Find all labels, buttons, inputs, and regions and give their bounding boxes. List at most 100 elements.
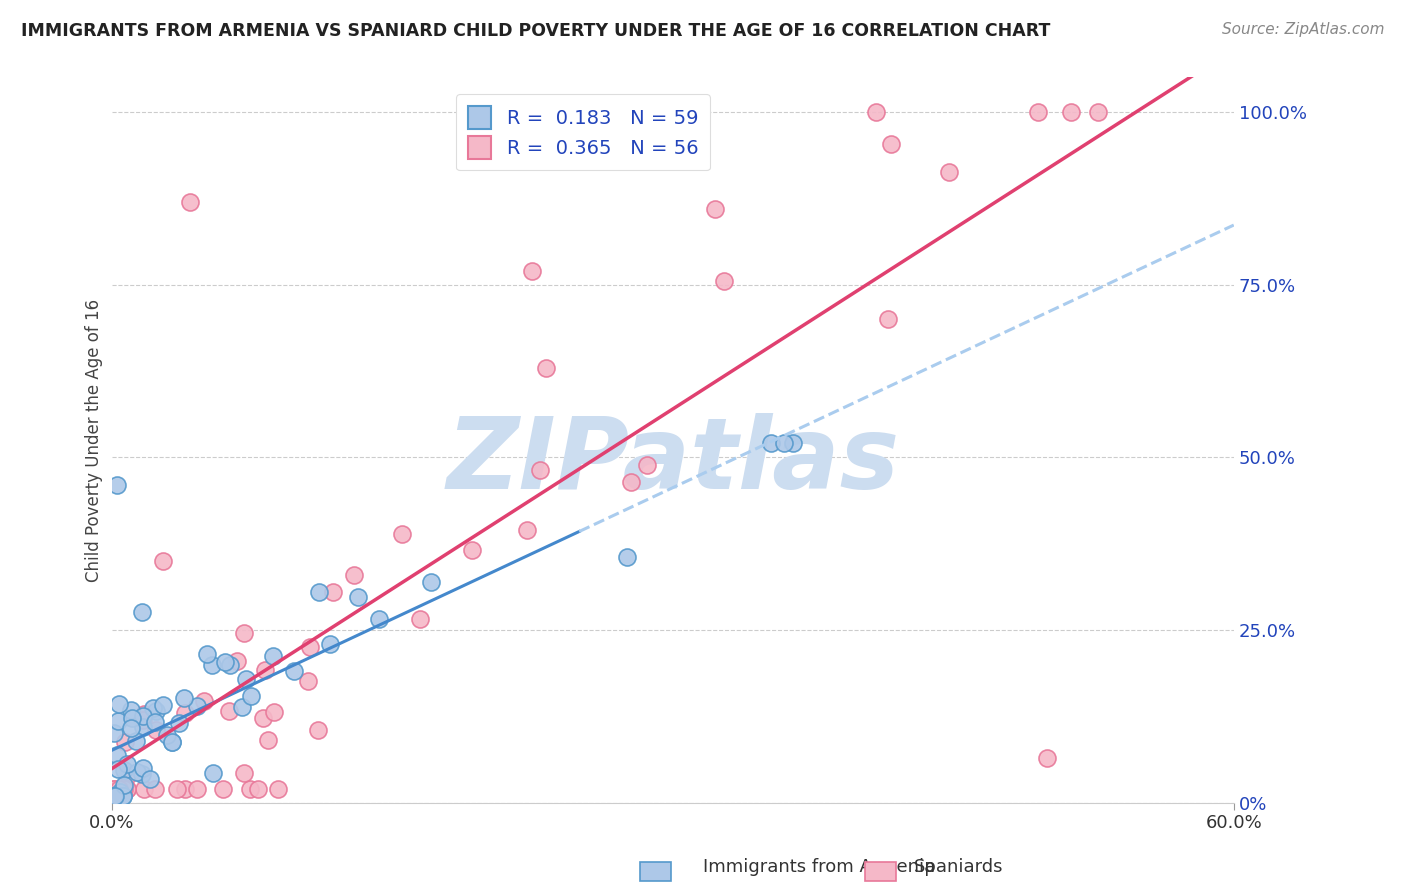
Point — [193, 694, 215, 708]
Point — [125, 734, 148, 748]
Point — [391, 527, 413, 541]
Point — [108, 784, 131, 798]
Point — [201, 657, 224, 672]
Point — [938, 165, 960, 179]
Point — [114, 735, 136, 749]
Point — [195, 647, 218, 661]
Point — [112, 778, 135, 792]
Point — [132, 760, 155, 774]
Point — [103, 789, 125, 803]
Point — [117, 768, 139, 782]
Point — [218, 658, 240, 673]
Point — [125, 765, 148, 780]
Point — [131, 605, 153, 619]
Point — [105, 478, 128, 492]
Point — [112, 789, 135, 803]
Point — [616, 550, 638, 565]
Point — [139, 772, 162, 786]
Point — [131, 766, 153, 780]
Point — [347, 591, 370, 605]
Point — [121, 710, 143, 724]
Point — [142, 701, 165, 715]
Point — [343, 568, 366, 582]
Point — [173, 690, 195, 705]
Point — [319, 637, 342, 651]
Point — [152, 698, 174, 713]
Point — [105, 789, 128, 803]
Point — [160, 735, 183, 749]
Point — [252, 710, 274, 724]
Point — [257, 733, 280, 747]
Point — [307, 723, 329, 738]
Point — [620, 475, 643, 490]
Point — [174, 706, 197, 720]
Point — [254, 663, 277, 677]
Point — [145, 715, 167, 730]
Point — [173, 781, 195, 796]
Point — [134, 706, 156, 721]
Point — [103, 781, 125, 796]
Point — [115, 757, 138, 772]
Point — [186, 781, 208, 796]
Point — [1060, 105, 1083, 120]
Point — [179, 194, 201, 209]
Point — [107, 762, 129, 776]
Text: Immigrants from Armenia: Immigrants from Armenia — [703, 858, 935, 876]
Point — [145, 723, 167, 737]
Point — [166, 781, 188, 796]
Point — [226, 654, 249, 668]
Point — [880, 136, 903, 151]
Point — [201, 765, 224, 780]
Y-axis label: Child Poverty Under the Age of 16: Child Poverty Under the Age of 16 — [86, 299, 103, 582]
Point — [246, 781, 269, 796]
Point — [214, 655, 236, 669]
Point — [186, 699, 208, 714]
Point — [132, 714, 155, 728]
Point — [112, 789, 135, 803]
Point — [152, 553, 174, 567]
Point — [516, 524, 538, 538]
Point — [117, 781, 139, 796]
Point — [108, 697, 131, 711]
Point — [322, 584, 344, 599]
Point — [1087, 105, 1109, 120]
Point — [262, 649, 284, 664]
Point — [132, 709, 155, 723]
Point — [103, 789, 125, 803]
Point — [876, 312, 898, 326]
Point — [120, 703, 142, 717]
Point — [299, 640, 322, 654]
Point — [235, 672, 257, 686]
Point — [461, 542, 484, 557]
Point — [212, 781, 235, 796]
Point — [522, 264, 544, 278]
Legend: R =  0.183   N = 59, R =  0.365   N = 56: R = 0.183 N = 59, R = 0.365 N = 56 — [456, 95, 710, 170]
Point — [114, 781, 136, 796]
Point — [773, 436, 796, 450]
Point — [160, 734, 183, 748]
Point — [107, 714, 129, 728]
Point — [232, 625, 254, 640]
Point — [103, 789, 125, 803]
Point — [529, 463, 551, 477]
Point — [107, 789, 129, 803]
Point — [218, 704, 240, 718]
Point — [108, 781, 131, 796]
Point — [703, 202, 725, 216]
Text: Spaniards: Spaniards — [914, 858, 1004, 876]
Point — [297, 673, 319, 688]
Point — [115, 781, 138, 796]
Point — [132, 781, 155, 796]
Point — [145, 704, 167, 718]
Point — [368, 612, 391, 626]
Point — [156, 728, 179, 742]
Text: Source: ZipAtlas.com: Source: ZipAtlas.com — [1222, 22, 1385, 37]
Point — [865, 105, 887, 120]
Point — [636, 458, 658, 472]
Text: IMMIGRANTS FROM ARMENIA VS SPANIARD CHILD POVERTY UNDER THE AGE OF 16 CORRELATIO: IMMIGRANTS FROM ARMENIA VS SPANIARD CHIL… — [21, 22, 1050, 40]
Point — [169, 715, 191, 730]
Point — [534, 361, 557, 376]
Text: ZIPatlas: ZIPatlas — [446, 413, 900, 510]
Point — [105, 748, 128, 763]
Point — [308, 585, 330, 599]
